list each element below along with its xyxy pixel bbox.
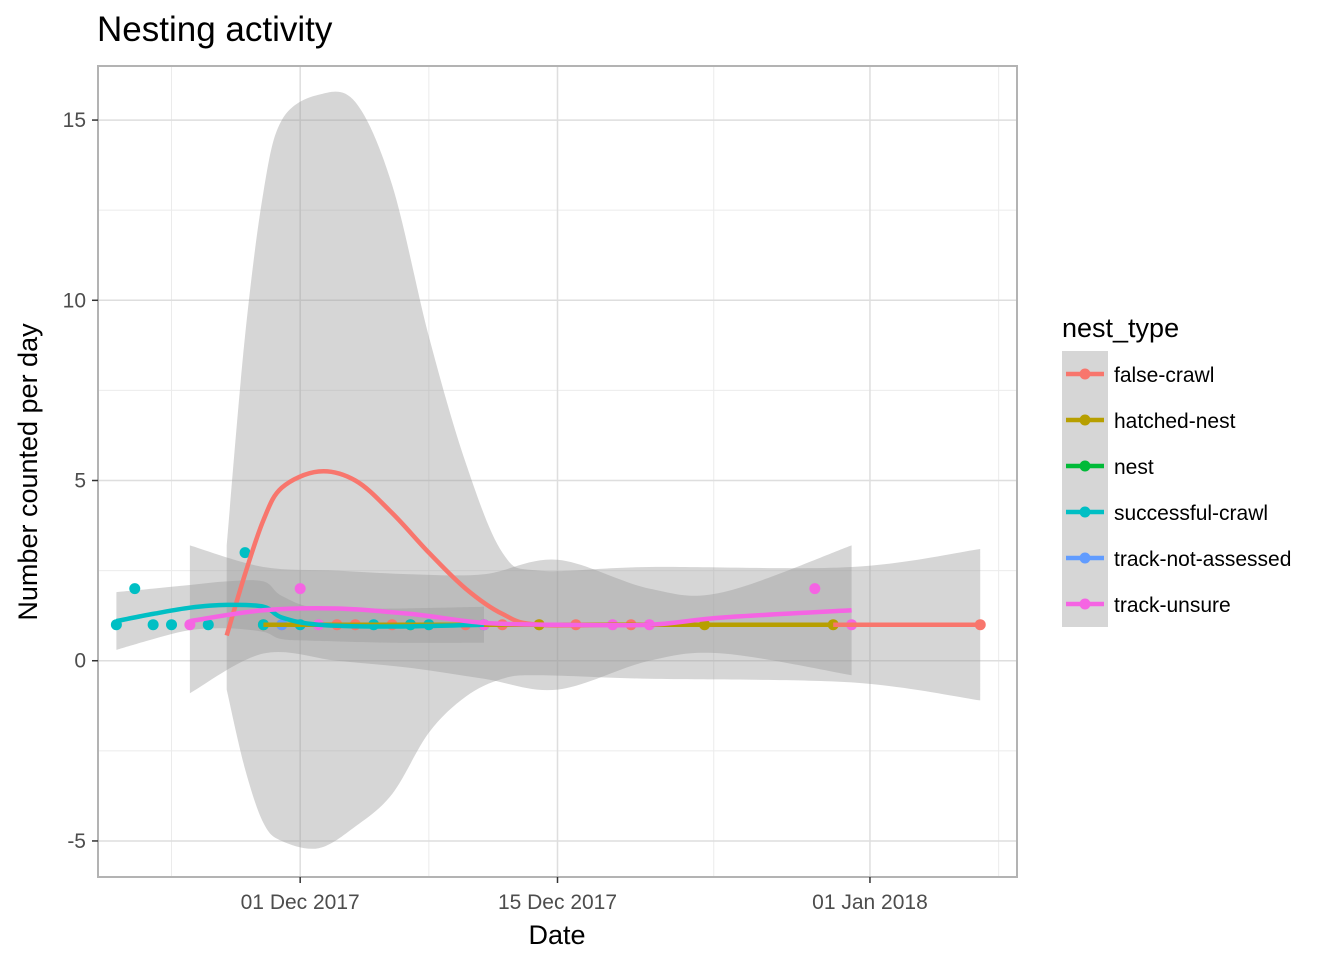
data-point-track-unsure (809, 583, 821, 595)
y-axis-title: Number counted per day (13, 323, 43, 621)
y-tick-label: 15 (63, 109, 86, 132)
x-axis-title: Date (528, 920, 585, 950)
data-point-successful-crawl (166, 619, 178, 631)
legend-key-point-successful-crawl (1079, 506, 1091, 518)
confidence-band-successful-crawl (116, 580, 485, 650)
legend-key-point-hatched-nest (1079, 414, 1091, 426)
data-point-successful-crawl (147, 619, 159, 631)
y-tick-label: 10 (63, 289, 86, 312)
axis-ticks: -5 0 5 10 15 01 Dec 2017 15 Dec 2017 01 Jan 201… (63, 109, 928, 914)
legend-key-point-false-crawl (1079, 368, 1091, 380)
x-tick-label: 01 Dec 2017 (241, 891, 360, 914)
data-point-false-crawl (974, 619, 986, 631)
y-tick-label: 0 (74, 650, 86, 673)
legend-key-point-track-not-assessed (1079, 552, 1091, 564)
data-points (110, 547, 986, 631)
legend-label-track-unsure: track-unsure (1114, 594, 1231, 617)
data-point-successful-crawl (129, 583, 141, 595)
smooth-lines (115, 469, 981, 637)
smooth-line-successful-crawl (115, 602, 485, 629)
legend-title: nest_type (1062, 313, 1179, 343)
legend-key-point-nest (1079, 460, 1091, 472)
y-tick-label: 5 (74, 470, 86, 493)
chart-title: Nesting activity (97, 10, 333, 49)
data-point-successful-crawl (239, 547, 251, 559)
y-tick-label: -5 (67, 830, 86, 853)
legend-label-track-not-assessed: track-not-assessed (1114, 548, 1291, 571)
confidence-band-false-crawl (226, 91, 981, 849)
legend-label-successful-crawl: successful-crawl (1114, 502, 1268, 525)
legend-key-point-track-unsure (1079, 598, 1091, 610)
confidence-band-track-unsure (189, 545, 852, 694)
smooth-line-track-unsure (189, 605, 852, 628)
confidence-bands (116, 91, 981, 849)
legend-label-false-crawl: false-crawl (1114, 364, 1214, 387)
x-tick-label: 15 Dec 2017 (498, 891, 617, 914)
legend-label-hatched-nest: hatched-nest (1114, 410, 1236, 433)
x-tick-label: 01 Jan 2018 (812, 891, 928, 914)
data-point-track-unsure (294, 583, 306, 595)
legend: nest_type false-crawl hatched-nest nest suc… (1062, 313, 1291, 627)
legend-label-nest: nest (1114, 456, 1154, 479)
data-point-successful-crawl (202, 619, 214, 631)
grid (98, 66, 1017, 877)
